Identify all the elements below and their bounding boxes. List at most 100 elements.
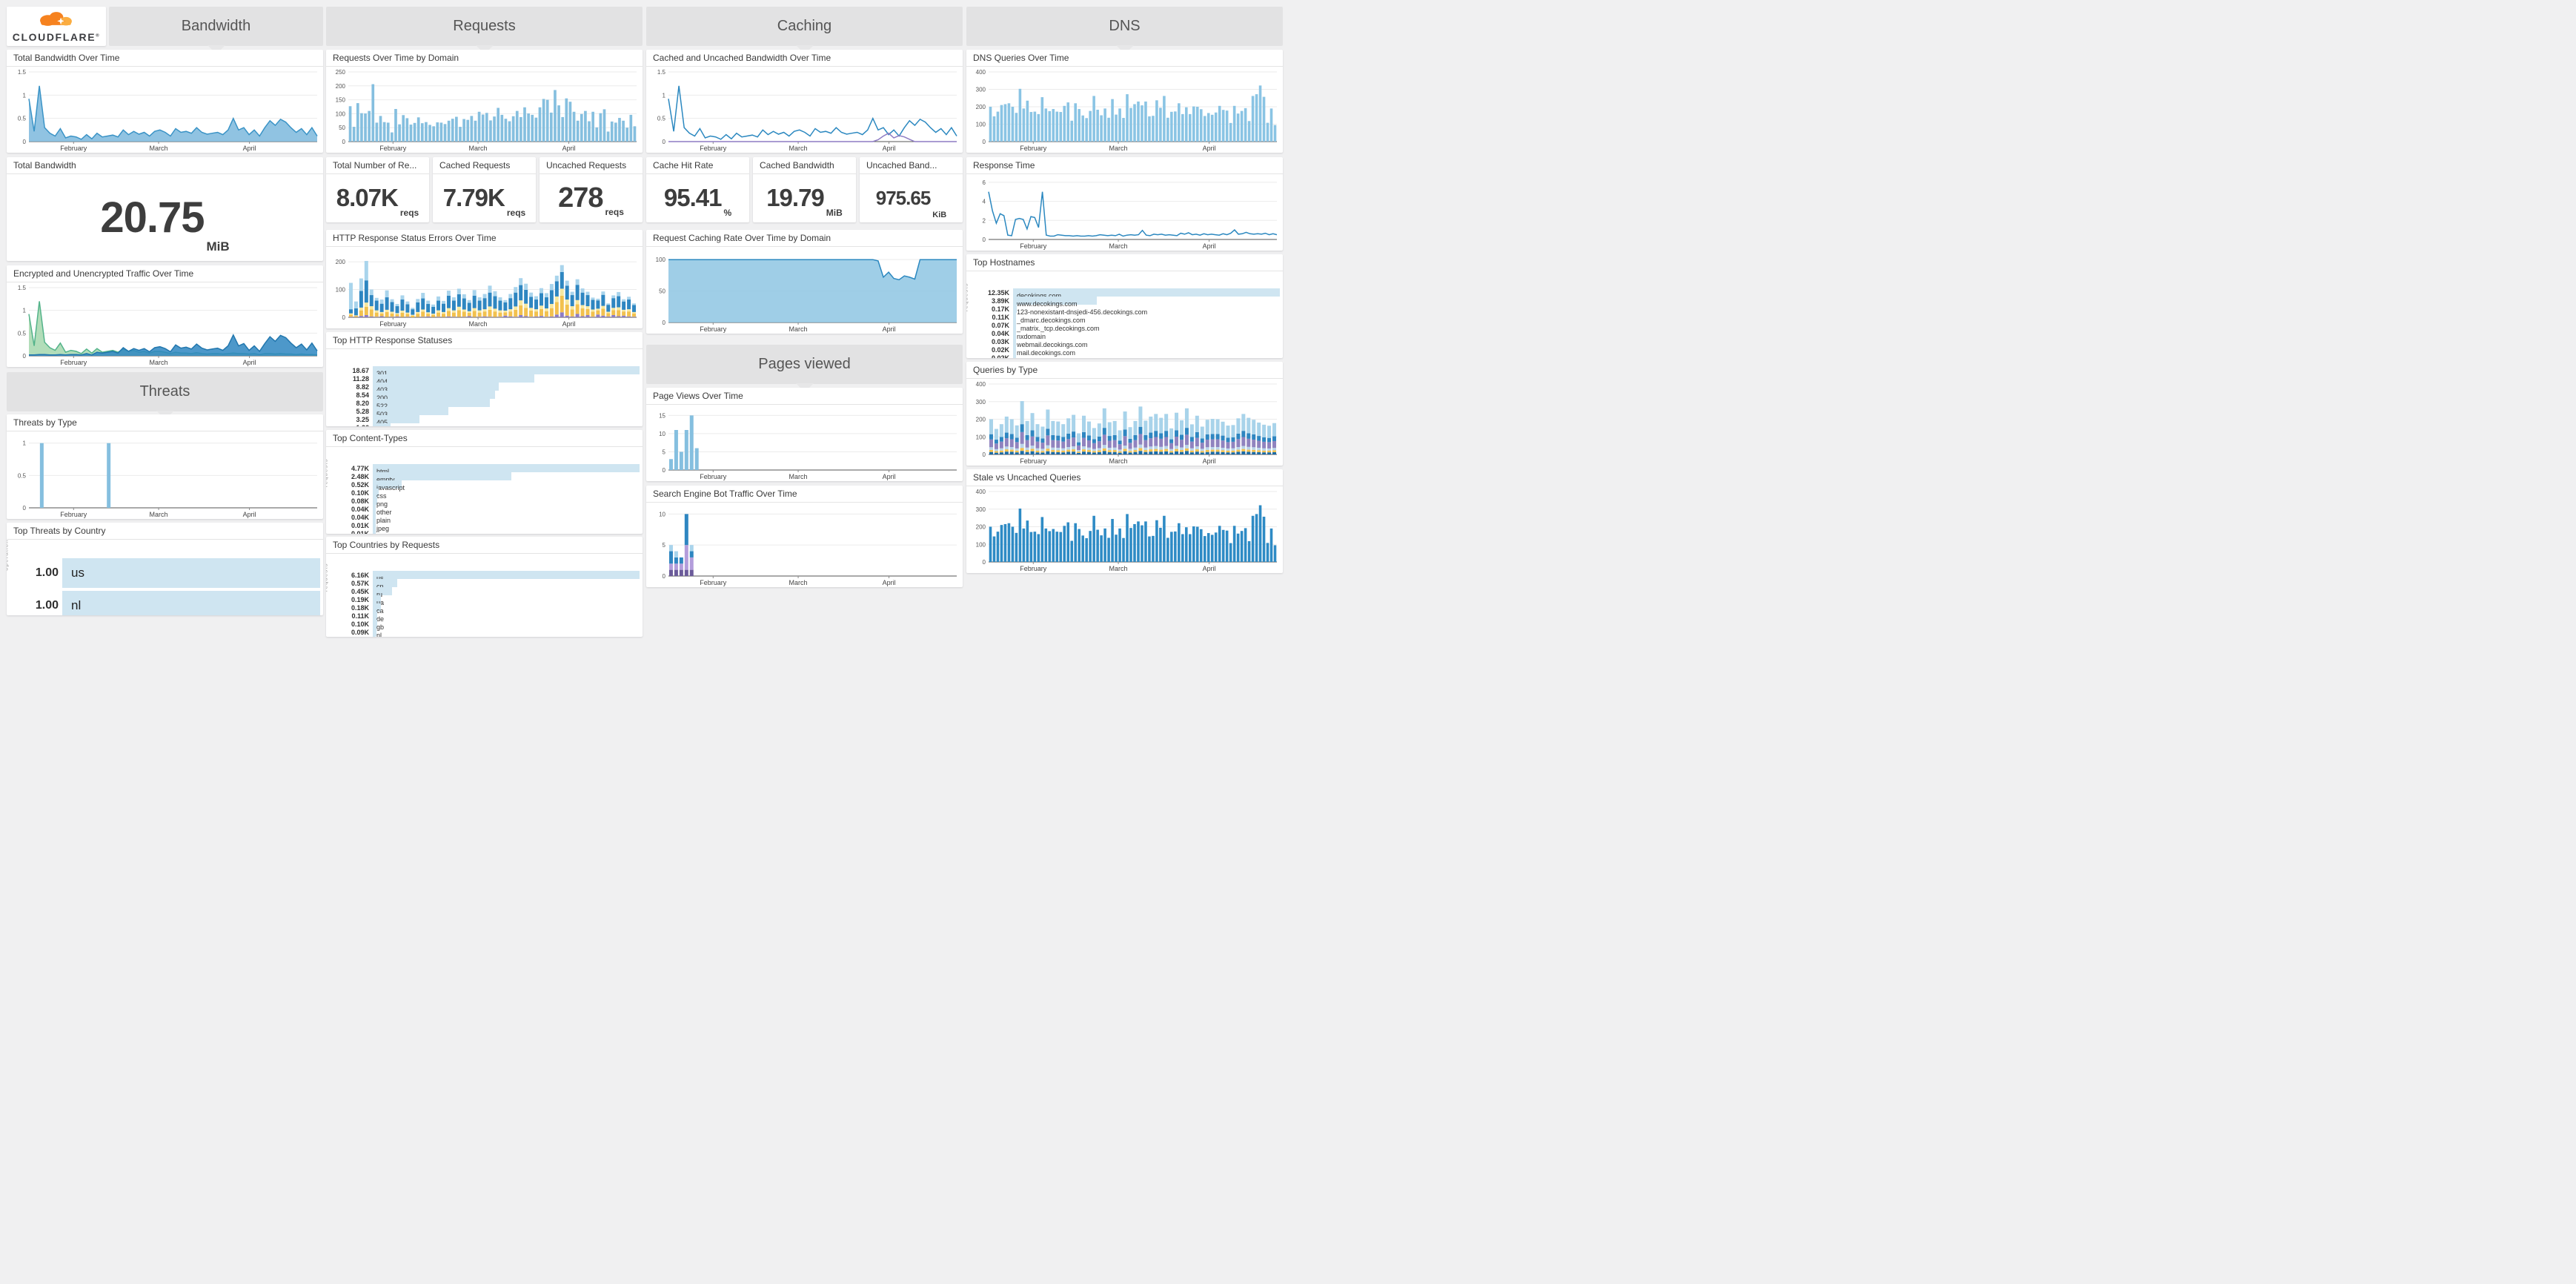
list-item[interactable]: 0.10K gb	[336, 620, 640, 631]
item-value: 0.07K	[336, 637, 369, 638]
list-item[interactable]: 6.16K us	[336, 571, 640, 582]
chart-canvas[interactable]: 0 50 100 February March April	[646, 247, 963, 334]
list-item[interactable]: 0.04K nxdomain	[977, 329, 1280, 340]
item-bar	[1013, 354, 1017, 358]
panel-top-content-types: Top Content-Types requests 4.77K html 2.48K…	[326, 430, 643, 534]
item-value: 8.20	[356, 399, 369, 407]
svg-text:February: February	[700, 473, 727, 480]
cached-uncached-bandwidth-chart[interactable]: 0 0.5 1 1.5 February March April	[646, 67, 963, 153]
list-item[interactable]: 0.04K other	[336, 505, 640, 516]
http-status-errors-chart[interactable]: 0 100 200 February March April	[326, 247, 643, 328]
chart-canvas[interactable]: 0 2 4 6 February March April	[966, 174, 1283, 251]
svg-text:400: 400	[976, 381, 986, 388]
svg-text:400: 400	[976, 69, 986, 76]
list-item[interactable]: 1.00 us	[17, 557, 320, 589]
item-bar	[1013, 305, 1017, 313]
item-bar	[1013, 297, 1098, 305]
chart-canvas[interactable]: 0 100 200 300 400 February March April	[966, 486, 1283, 573]
chart-canvas[interactable]: 0 5 10 February March April	[646, 503, 963, 587]
svg-text:200: 200	[976, 104, 986, 110]
list-item[interactable]: 2.48K empty	[336, 472, 640, 483]
list-item[interactable]: 4.77K html	[336, 464, 640, 475]
panel-title: Total Number of Re...	[326, 157, 429, 174]
queries-by-type-chart[interactable]: 0 100 200 300 400 February March April	[966, 379, 1283, 466]
svg-text:6: 6	[983, 179, 986, 186]
chart-canvas[interactable]: 0 100 200 February March April	[326, 247, 643, 328]
list-item[interactable]: 11.28 404	[336, 374, 640, 385]
chart-canvas[interactable]: 0 50 100 150 200 250 February March April	[326, 67, 643, 153]
item-label: us	[71, 566, 84, 580]
list-item[interactable]: 1.26500	[336, 423, 640, 426]
chart-canvas[interactable]: 0 0.5 1 1.5 February March April	[7, 67, 323, 153]
y-axis-label: requests	[966, 282, 969, 311]
list-item[interactable]: 0.04K plain	[336, 513, 640, 524]
item-label: mail.decokings.com	[1017, 349, 1076, 357]
list-item[interactable]: 0.18K ca	[336, 603, 640, 615]
list-item[interactable]: 1.00 nl	[17, 589, 320, 615]
dns-queries-chart[interactable]: 0 100 200 300 400 February March April	[966, 67, 1283, 153]
list-item[interactable]: 0.08K png	[336, 497, 640, 508]
panel-cached-requests-stat: Cached Requests 7.79K reqs	[433, 157, 536, 222]
list-item[interactable]: 5.28 503	[336, 407, 640, 418]
list-item[interactable]: 0.11K de	[336, 612, 640, 623]
list-item[interactable]: 8.54 200	[336, 391, 640, 402]
item-value: 0.02K	[991, 345, 1009, 354]
list-item[interactable]: 0.01K jpeg	[336, 521, 640, 532]
requests-over-time-chart[interactable]: 0 50 100 150 200 250 February March April	[326, 67, 643, 153]
item-bar	[373, 489, 379, 497]
svg-text:April: April	[883, 579, 896, 586]
list-item[interactable]: 18.67 301	[336, 366, 640, 377]
list-item[interactable]: 8.82 403	[336, 383, 640, 394]
panel-title: Request Caching Rate Over Time by Domain	[646, 230, 963, 247]
chart-canvas[interactable]: 0 0.5 1 1.5 February March April	[7, 282, 323, 367]
list-item[interactable]: 8.20 522	[336, 399, 640, 410]
list-item[interactable]: 12.35K decokings.com	[977, 288, 1280, 300]
svg-text:March: March	[150, 145, 168, 152]
item-bar	[373, 505, 376, 513]
chart-canvas[interactable]: 0 0.5 1 1.5 February March April	[646, 67, 963, 153]
section-header-pages-viewed: Pages viewed	[646, 345, 963, 392]
list-item[interactable]: 3.89K www.decokings.com	[977, 297, 1280, 308]
response-time-chart[interactable]: 0 2 4 6 February March April	[966, 174, 1283, 251]
list-item[interactable]: 0.17K 123-nonexistant-dnsjedi-456.decokin…	[977, 305, 1280, 316]
list-item[interactable]: 3.25 405	[336, 415, 640, 426]
search-bot-traffic-chart[interactable]: 0 5 10 February March April	[646, 503, 963, 587]
list-item[interactable]: 0.03K webmail.decokings.com	[977, 337, 1280, 348]
cloudflare-logo: CLOUDFLARE®	[7, 7, 106, 46]
list-item[interactable]: 0.19K ua	[336, 595, 640, 606]
request-caching-rate-chart[interactable]: 0 50 100 February March April	[646, 247, 963, 334]
panel-title: Top Threats by Country	[7, 523, 323, 540]
svg-text:March: March	[1109, 145, 1128, 152]
stale-uncached-queries-chart[interactable]: 0 100 200 300 400 February March April	[966, 486, 1283, 573]
item-label: nl	[376, 632, 382, 637]
chart-canvas[interactable]: 0 5 10 15 February March April	[646, 405, 963, 481]
list-item[interactable]: 0.07K _matrix._tcp.decokings.com	[977, 321, 1280, 332]
page-views-chart[interactable]: 0 5 10 15 February March April	[646, 405, 963, 481]
item-bar	[373, 374, 534, 383]
encrypted-traffic-chart[interactable]: 0 0.5 1 1.5 February March April	[7, 282, 323, 367]
svg-text:March: March	[789, 473, 808, 480]
svg-text:March: March	[1109, 242, 1128, 250]
item-bar	[373, 399, 491, 407]
list-item[interactable]: 0.02K ssl.decokings.com	[977, 354, 1280, 358]
list-item[interactable]: 0.57K cn	[336, 579, 640, 590]
chart-canvas[interactable]: 0 0.5 1 February March April	[7, 431, 323, 519]
item-label: cn	[376, 583, 384, 590]
list-item[interactable]: 0.07Kfr	[336, 636, 640, 637]
list-item[interactable]: 0.02K mail.decokings.com	[977, 345, 1280, 357]
chart-canvas[interactable]: 0 100 200 300 400 February March April	[966, 379, 1283, 466]
item-value: 8.82	[356, 383, 369, 391]
chart-canvas[interactable]: 0 100 200 300 400 February March April	[966, 67, 1283, 153]
list-item[interactable]: 0.09K nl	[336, 628, 640, 637]
svg-text:0: 0	[983, 236, 986, 243]
list-item[interactable]: 0.52K javascript	[336, 480, 640, 492]
total-bandwidth-chart[interactable]: 0 0.5 1 1.5 February March April	[7, 67, 323, 153]
list-item[interactable]: 0.01K json	[336, 529, 640, 534]
list-item[interactable]: 0.45K ru	[336, 587, 640, 598]
svg-text:March: March	[469, 320, 488, 328]
panel-title: Top HTTP Response Statuses	[326, 332, 643, 349]
list-item[interactable]: 0.10K css	[336, 489, 640, 500]
item-label: de	[376, 615, 385, 623]
threats-by-type-chart[interactable]: 0 0.5 1 February March April	[7, 431, 323, 519]
list-item[interactable]: 0.11K _dmarc.decokings.com	[977, 313, 1280, 324]
